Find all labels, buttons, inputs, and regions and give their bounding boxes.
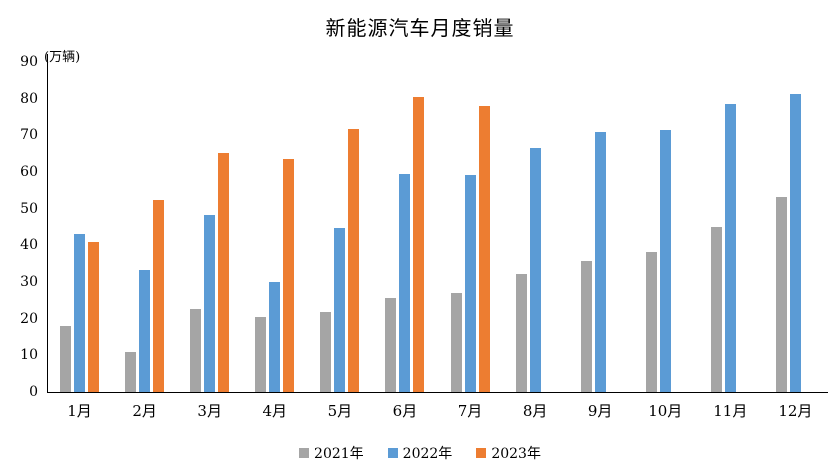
x-tick-label: 1月 [67, 402, 92, 420]
bar-2023年-4月 [283, 158, 295, 392]
x-tick-label: 5月 [327, 402, 353, 420]
bar-2023年-6月 [413, 96, 425, 392]
legend-label: 2021年 [314, 446, 364, 462]
y-tick-label: 50 [20, 200, 38, 217]
x-tick-label: 7月 [457, 402, 483, 420]
bar-group [633, 62, 698, 392]
bar-group [242, 62, 307, 392]
bar-2022年-10月 [659, 130, 671, 392]
y-tick-label: 30 [20, 274, 38, 290]
x-tick-label: 3月 [197, 402, 222, 420]
bar-2021年-11月 [710, 227, 722, 392]
y-tick-label: 40 [20, 237, 38, 254]
bar-2023年-1月 [88, 242, 100, 392]
bar-2022年-6月 [399, 173, 411, 392]
x-tick-label: 8月 [522, 402, 548, 420]
legend-label: 2023年 [491, 446, 541, 462]
legend-swatch-icon [299, 448, 310, 458]
bar-2021年-9月 [580, 261, 592, 392]
legend-item-2021年: 2021年 [299, 443, 364, 463]
legend-item-2022年: 2022年 [387, 443, 453, 463]
bar-group [698, 62, 763, 392]
bar-2022年-8月 [529, 147, 541, 392]
bar-2021年-1月 [60, 326, 72, 392]
bar-2021年-4月 [255, 316, 267, 392]
bar-2021年-10月 [645, 251, 657, 392]
bar-2022年-5月 [334, 228, 346, 392]
plot-bars [47, 62, 828, 392]
bar-2021年-8月 [515, 274, 527, 392]
bar-group [437, 62, 502, 392]
y-tick-label: 20 [20, 310, 38, 327]
bar-2021年-12月 [775, 197, 787, 392]
bar-2021年-5月 [320, 312, 332, 392]
legend-label: 2022年 [402, 446, 453, 462]
x-axis-line [47, 392, 828, 393]
bar-2022年-1月 [74, 234, 86, 392]
bar-2023年-5月 [348, 129, 360, 392]
bar-2021年-3月 [190, 309, 202, 392]
x-tick-label: 4月 [262, 402, 288, 420]
bar-2021年-2月 [125, 351, 137, 392]
x-tick-label: 6月 [392, 402, 418, 420]
bar-2022年-3月 [204, 214, 216, 392]
bar-group [372, 62, 437, 392]
bar-group [47, 62, 112, 392]
bar-2022年-11月 [724, 103, 736, 392]
bar-2022年-12月 [789, 93, 801, 392]
bar-group [177, 62, 242, 392]
bar-group [112, 62, 177, 392]
bar-group [503, 62, 568, 392]
x-tick-label: 10月 [648, 402, 683, 420]
bar-2023年-2月 [153, 199, 165, 392]
bar-group [307, 62, 372, 392]
x-tick-label: 2月 [132, 402, 157, 420]
x-tick-label: 12月 [778, 402, 813, 420]
bar-2022年-7月 [464, 174, 476, 392]
x-tick-label: 9月 [587, 402, 613, 420]
y-tick-label: 0 [29, 384, 38, 400]
y-tick-label: 60 [20, 164, 38, 180]
bar-2022年-9月 [594, 132, 606, 392]
y-axis-unit-label: (万辆) [44, 50, 81, 65]
bar-2022年-4月 [269, 282, 281, 392]
bar-2022年-2月 [139, 269, 151, 392]
bar-2023年-3月 [218, 152, 230, 392]
bar-group [568, 62, 633, 392]
legend-item-2023年: 2023年 [476, 443, 541, 463]
bar-2023年-7月 [478, 106, 490, 392]
x-axis-labels: 1月 2月 3月 4月 5月 6月 7月 8月 9月 10月 11月 12月 [47, 400, 828, 421]
y-axis-labels: 0 10 20 30 40 50 60 70 80 90 [0, 0, 38, 468]
x-tick-label: 11月 [713, 402, 748, 420]
legend-swatch-icon [476, 448, 487, 458]
bar-group [763, 62, 828, 392]
bar-2021年-7月 [450, 292, 462, 392]
y-axis-line [47, 54, 48, 392]
y-tick-label: 70 [20, 127, 38, 144]
bar-2021年-6月 [385, 298, 397, 392]
legend-swatch-icon [387, 448, 398, 458]
chart-title: 新能源汽车月度销量 [325, 16, 515, 40]
y-tick-label: 90 [20, 54, 38, 70]
y-tick-label: 10 [20, 347, 38, 364]
y-tick-label: 80 [20, 90, 38, 107]
legend: 2021年 2022年 2023年 [0, 443, 840, 463]
